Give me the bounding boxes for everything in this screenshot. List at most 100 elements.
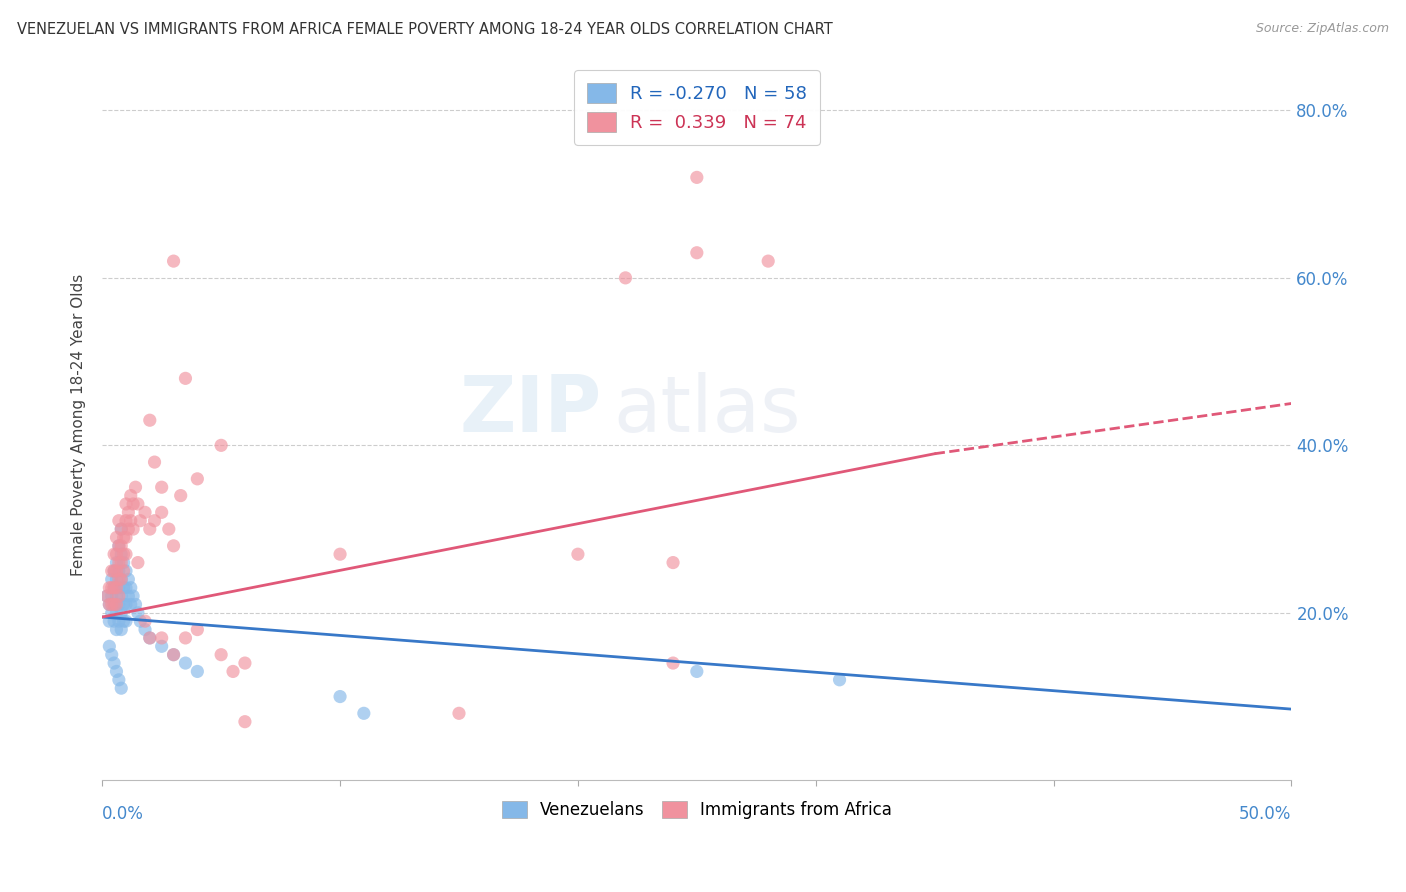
Point [662, 656, 685, 670]
Point [122, 589, 145, 603]
Point [162, 254, 184, 268]
Point [100, 606, 122, 620]
Point [686, 665, 709, 679]
Point [124, 480, 146, 494]
Point [112, 581, 135, 595]
Point [329, 690, 352, 704]
Point [96, 589, 118, 603]
Point [100, 572, 122, 586]
Point [139, 413, 162, 427]
Point [117, 589, 139, 603]
Point [115, 547, 138, 561]
Point [129, 514, 152, 528]
Point [105, 564, 128, 578]
Point [209, 438, 232, 452]
Point [115, 564, 138, 578]
Point [98, 640, 121, 654]
Point [110, 547, 132, 561]
Point [105, 572, 128, 586]
Point [143, 455, 166, 469]
Point [98, 614, 121, 628]
Point [103, 581, 125, 595]
Point [108, 514, 131, 528]
Point [108, 589, 131, 603]
Point [233, 714, 256, 729]
Point [828, 673, 851, 687]
Point [112, 547, 135, 561]
Point [110, 572, 132, 586]
Point [139, 631, 162, 645]
Point [96, 589, 118, 603]
Point [110, 522, 132, 536]
Point [353, 706, 375, 721]
Point [174, 656, 197, 670]
Point [139, 631, 162, 645]
Point [162, 648, 184, 662]
Point [115, 497, 138, 511]
Point [150, 480, 173, 494]
Point [139, 522, 162, 536]
Text: atlas: atlas [613, 372, 801, 448]
Point [105, 606, 128, 620]
Point [110, 556, 132, 570]
Point [103, 598, 125, 612]
Point [110, 681, 132, 696]
Point [108, 539, 131, 553]
Point [105, 623, 128, 637]
Point [567, 547, 589, 561]
Text: 50.0%: 50.0% [1239, 805, 1292, 823]
Point [110, 572, 132, 586]
Point [112, 564, 135, 578]
Point [122, 497, 145, 511]
Point [157, 522, 180, 536]
Point [103, 564, 125, 578]
Point [112, 531, 135, 545]
Point [105, 581, 128, 595]
Point [110, 606, 132, 620]
Point [100, 648, 122, 662]
Point [108, 598, 131, 612]
Point [662, 556, 685, 570]
Point [686, 245, 709, 260]
Point [105, 556, 128, 570]
Point [129, 614, 152, 628]
Point [174, 631, 197, 645]
Point [134, 623, 156, 637]
Point [103, 656, 125, 670]
Point [115, 614, 138, 628]
Point [103, 547, 125, 561]
Point [103, 581, 125, 595]
Point [110, 623, 132, 637]
Point [100, 598, 122, 612]
Point [110, 539, 132, 553]
Point [127, 606, 149, 620]
Point [186, 665, 208, 679]
Point [209, 648, 232, 662]
Point [105, 665, 128, 679]
Point [98, 581, 121, 595]
Point [134, 614, 156, 628]
Point [124, 598, 146, 612]
Point [170, 489, 193, 503]
Point [614, 271, 637, 285]
Point [162, 648, 184, 662]
Legend: Venezuelans, Immigrants from Africa: Venezuelans, Immigrants from Africa [495, 794, 898, 825]
Point [127, 556, 149, 570]
Point [329, 547, 352, 561]
Point [120, 514, 142, 528]
Point [103, 598, 125, 612]
Point [122, 522, 145, 536]
Point [162, 539, 184, 553]
Point [100, 564, 122, 578]
Point [222, 665, 245, 679]
Point [117, 572, 139, 586]
Point [117, 505, 139, 519]
Text: 0.0%: 0.0% [103, 805, 143, 823]
Point [143, 514, 166, 528]
Point [150, 631, 173, 645]
Point [115, 514, 138, 528]
Point [120, 581, 142, 595]
Y-axis label: Female Poverty Among 18-24 Year Olds: Female Poverty Among 18-24 Year Olds [72, 273, 86, 575]
Point [115, 598, 138, 612]
Point [108, 564, 131, 578]
